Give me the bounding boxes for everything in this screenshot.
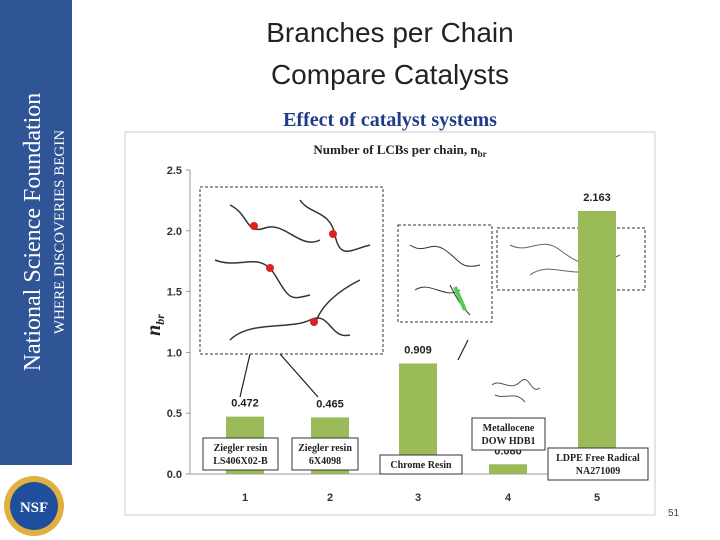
page-number: 51: [668, 508, 680, 519]
annotation-text: Ziegler resin: [298, 443, 352, 454]
y-axis-label-text: n: [143, 325, 165, 336]
branch-point: [266, 264, 274, 272]
value-label: 0.472: [231, 398, 259, 410]
annotation-box: [379, 454, 463, 475]
annotation-text: 6X4098: [309, 456, 341, 467]
branch-point: [310, 318, 318, 326]
illustrations: [199, 186, 646, 403]
y-axis-label: nbr: [143, 314, 167, 336]
x-tick-label: 3: [415, 492, 421, 504]
annotation-box: [202, 437, 279, 471]
chart-title-subscript: br: [478, 149, 487, 159]
annotation-box: [547, 447, 649, 481]
branch-point: [329, 230, 337, 238]
slide-subtitle: Effect of catalyst systems: [283, 109, 497, 131]
sidebar-tagline: WHERE DISCOVERIES BEGIN: [52, 130, 68, 334]
bar: [489, 464, 527, 474]
y-tick-label: 2.0: [167, 226, 182, 238]
annotation-text: Ziegler resin: [214, 443, 268, 454]
sidebar-title: National Science Foundation: [20, 93, 46, 372]
bar: [578, 210, 616, 475]
slide-title-line: Compare Catalysts: [271, 59, 509, 90]
x-tick-label: 1: [242, 492, 248, 504]
chart-title-text: Number of LCBs per chain, n: [313, 142, 478, 157]
annotation-text: LDPE Free Radical: [556, 453, 640, 464]
chart-title: Number of LCBs per chain, nbr: [313, 142, 486, 159]
annotation-box: [471, 417, 546, 451]
illustration-box: [496, 227, 646, 291]
y-tick-label: 1.5: [167, 287, 182, 299]
slide-title-line: Branches per Chain: [266, 17, 513, 48]
annotation-text: NA271009: [576, 466, 620, 477]
illustration-box: [199, 186, 384, 355]
annotation-text: LS406X02-B: [213, 456, 268, 467]
y-tick-label: 0.5: [167, 408, 182, 420]
y-tick-label: 0.0: [167, 469, 182, 481]
annotation-text: DOW HDB1: [482, 436, 536, 447]
value-label: 2.163: [583, 192, 611, 204]
sidebar: [0, 0, 72, 465]
x-tick-label: 5: [594, 492, 600, 504]
branch-point: [250, 222, 258, 230]
logo-disc: [10, 482, 58, 530]
x-tick-label: 2: [327, 492, 333, 504]
annotation-text: Metallocene: [483, 423, 535, 434]
illustration-box: [397, 224, 493, 323]
pointer-arrow: [239, 339, 469, 398]
chain-highlight: [453, 286, 467, 311]
chain-sketch: [491, 379, 541, 403]
annotation-text: Chrome Resin: [390, 460, 452, 471]
annotation-box: [291, 437, 359, 471]
y-tick-label: 2.5: [167, 165, 182, 177]
x-tick-label: 4: [505, 492, 512, 504]
value-label: 0.909: [404, 344, 432, 356]
value-label: 0.465: [316, 398, 344, 410]
y-axis-label-subscript: br: [153, 314, 167, 325]
logo-text: NSF: [20, 500, 48, 516]
y-tick-label: 1.0: [167, 347, 182, 359]
